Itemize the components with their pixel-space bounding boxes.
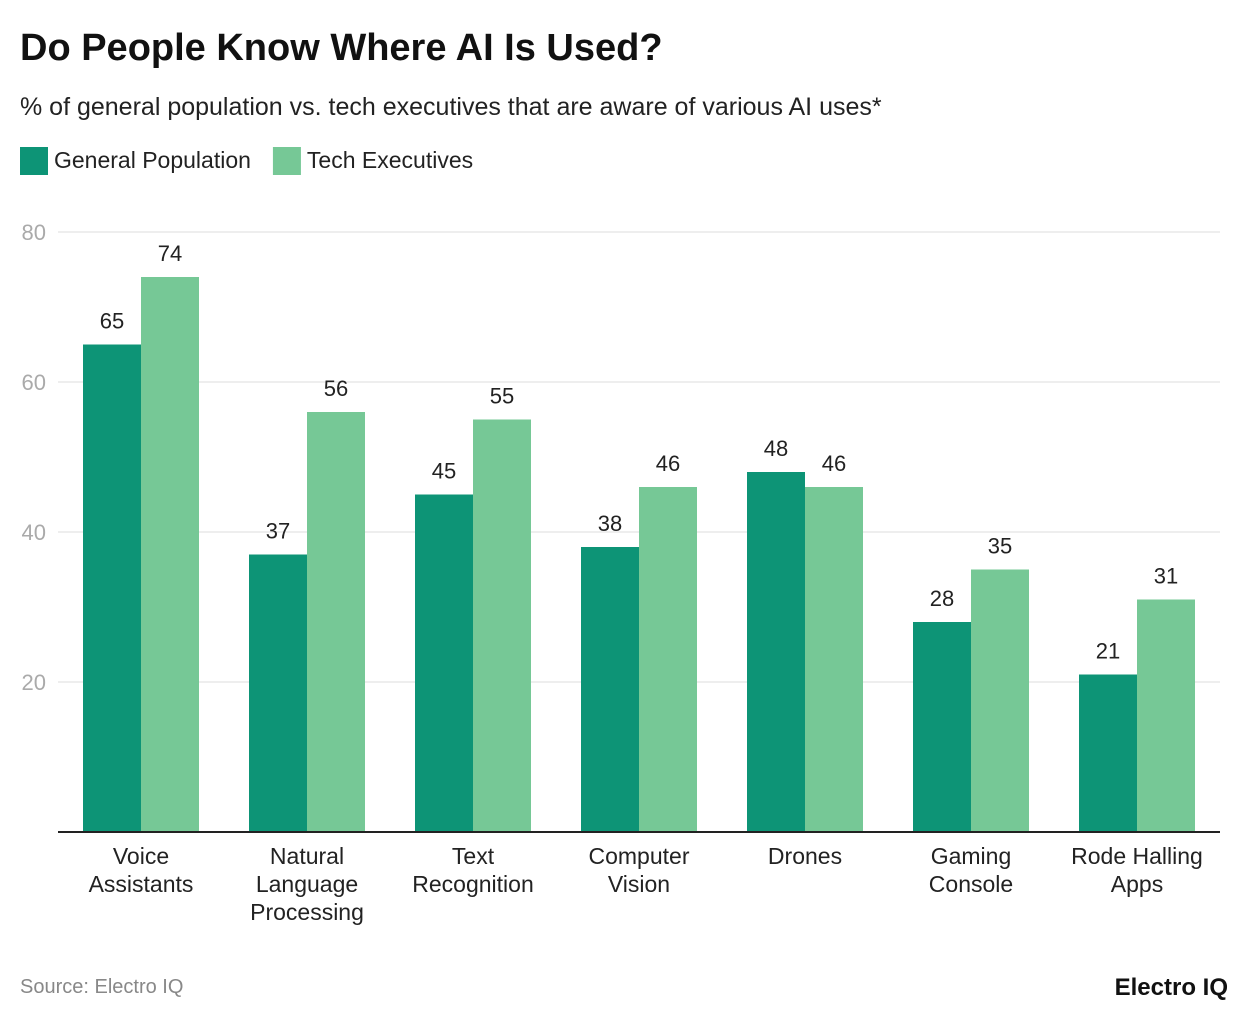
y-tick-label: 80 [22, 220, 46, 245]
bar [581, 547, 639, 832]
bar [1137, 599, 1195, 832]
bar [639, 487, 697, 832]
bar [473, 419, 531, 832]
legend-label: General Population [54, 147, 251, 173]
legend-swatch [20, 147, 48, 175]
bar [141, 277, 199, 832]
x-tick-label: Voice Assistants [89, 843, 194, 897]
x-tick-label: Rode Halling Apps [1071, 843, 1203, 897]
value-label: 21 [1096, 639, 1120, 664]
value-label: 56 [324, 376, 348, 401]
chart-subtitle: % of general population vs. tech executi… [20, 93, 882, 121]
bar [913, 622, 971, 832]
bar [1079, 674, 1137, 832]
x-tick-label: Gaming Console [929, 843, 1013, 897]
brand: Electro IQ [1115, 974, 1228, 1001]
value-label: 48 [764, 436, 788, 461]
chart-title: Do People Know Where AI Is Used? [20, 27, 663, 69]
value-label: 45 [432, 459, 456, 484]
value-label: 74 [158, 241, 182, 266]
bar [971, 569, 1029, 832]
bar [805, 487, 863, 832]
value-label: 55 [490, 384, 514, 409]
y-tick-label: 40 [22, 520, 46, 545]
x-tick-label: Computer Vision [589, 843, 690, 897]
value-label: 37 [266, 519, 290, 544]
source: Source: Electro IQ [20, 976, 183, 998]
value-label: 38 [598, 511, 622, 536]
y-tick-label: 20 [22, 670, 46, 695]
bar [83, 344, 141, 832]
y-tick-label: 60 [22, 370, 46, 395]
bar [415, 494, 473, 832]
value-label: 31 [1154, 564, 1178, 589]
bar [747, 472, 805, 832]
bar [249, 554, 307, 832]
bar [307, 412, 365, 832]
value-label: 65 [100, 309, 124, 334]
legend-swatch [272, 147, 301, 175]
value-label: 46 [656, 451, 680, 476]
x-tick-label: Drones [768, 843, 842, 869]
value-label: 28 [930, 586, 954, 611]
x-tick-label: Text Recognition [412, 843, 533, 897]
value-label: 35 [988, 534, 1012, 559]
x-tick-label: Natural Language Processing [250, 843, 364, 925]
value-label: 46 [822, 451, 846, 476]
legend-label: Tech Executives [307, 147, 473, 173]
